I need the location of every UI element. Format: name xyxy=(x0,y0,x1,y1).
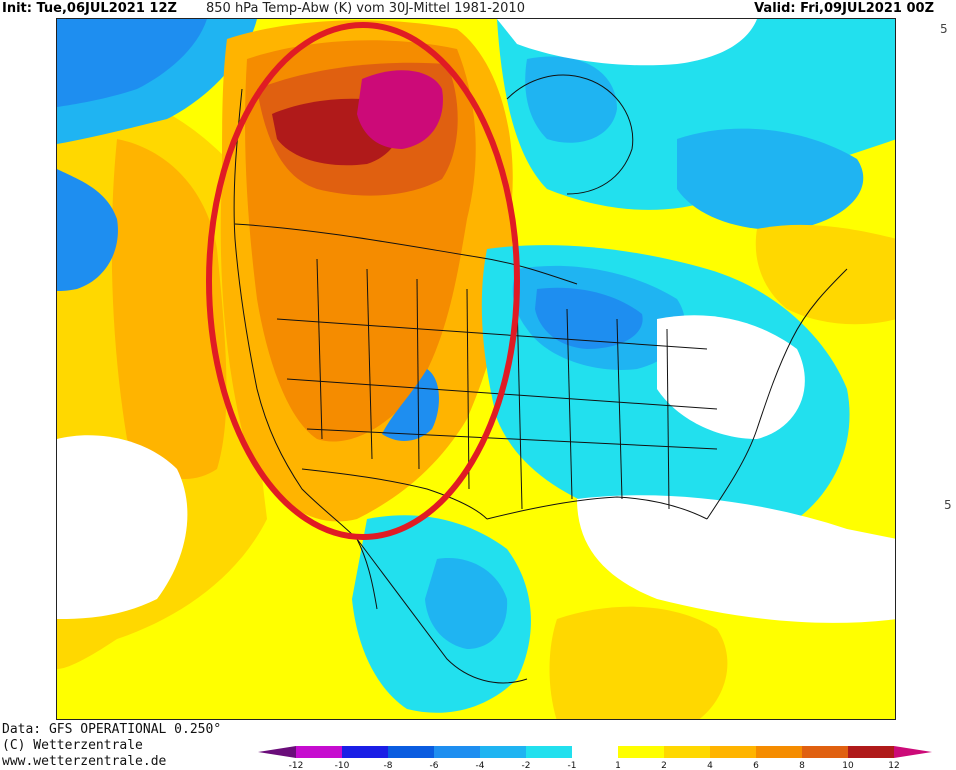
legend-tick-label: 10 xyxy=(842,761,854,770)
state-line-h3 xyxy=(306,428,718,450)
anomaly-field-pacific-cool-west xyxy=(57,169,118,291)
init-time: Init: Tue,06JUL2021 12Z xyxy=(2,1,177,16)
legend-tick-label: -8 xyxy=(384,761,393,770)
legend-tick-label: 2 xyxy=(661,761,667,770)
legend-arrow-high xyxy=(894,746,932,758)
legend-swatch-p8_p10 xyxy=(802,746,848,758)
state-line-4 xyxy=(466,288,470,490)
east-coastline xyxy=(706,268,848,520)
legend-tick-label: -4 xyxy=(476,761,485,770)
legend-tick-label: 4 xyxy=(707,761,713,770)
anomaly-field-near-normal-southeast xyxy=(577,495,895,623)
data-source-label: Data: GFS OPERATIONAL 0.250° xyxy=(2,722,222,737)
map-title: 850 hPa Temp-Abw (K) vom 30J-Mittel 1981… xyxy=(206,1,525,16)
legend-swatch-m2_m1 xyxy=(526,746,572,758)
legend-tick-label: -6 xyxy=(430,761,439,770)
map-canvas xyxy=(57,19,895,719)
anomaly-field-labrador-cool xyxy=(677,128,864,230)
legend-swatch-p2_p4 xyxy=(664,746,710,758)
hudson-bay-outline xyxy=(506,74,634,195)
legend-swatch-m4_m2 xyxy=(480,746,526,758)
legend-tick-label: 6 xyxy=(753,761,759,770)
state-line-2 xyxy=(366,268,373,460)
heat-dome-highlight-ellipse xyxy=(206,22,520,540)
edge-mark-2: 5 xyxy=(944,498,952,512)
anomaly-field-heat-dome-peak xyxy=(357,70,443,149)
legend-swatch-p6_p8 xyxy=(756,746,802,758)
us-mexico-border xyxy=(301,468,488,520)
state-line-5 xyxy=(516,298,523,510)
legend-swatch-p4_p6 xyxy=(710,746,756,758)
legend-tick-label: -12 xyxy=(289,761,304,770)
legend-swatch-m8_m6 xyxy=(388,746,434,758)
copyright-label: (C) Wetterzentrale xyxy=(2,738,143,753)
canada-us-border xyxy=(234,223,578,285)
anomaly-field-caribbean-warm xyxy=(549,606,728,719)
legend-swatch-p1_p2 xyxy=(618,746,664,758)
legend-tick-label: 12 xyxy=(888,761,899,770)
legend-swatch-m1_p1 xyxy=(572,746,618,758)
anomaly-field-rockies-cool-pocket xyxy=(382,369,439,441)
legend-tick-label: -2 xyxy=(522,761,531,770)
legend-swatch-m12_m10 xyxy=(296,746,342,758)
anomaly-field-hudson-bay-cool-inner xyxy=(525,56,617,143)
legend-tick-label: 8 xyxy=(799,761,805,770)
legend-tick-label: -10 xyxy=(335,761,350,770)
legend-tick-label: -1 xyxy=(568,761,577,770)
legend-swatch-m10_m8 xyxy=(342,746,388,758)
state-line-7 xyxy=(616,318,623,500)
anomaly-field-mexico-cool-inner xyxy=(425,558,508,649)
website-label: www.wetterzentrale.de xyxy=(2,754,167,769)
legend-arrow-low xyxy=(258,746,296,758)
valid-time: Valid: Fri,09JUL2021 00Z xyxy=(754,1,934,16)
anomaly-field-gulf-alaska-cool-inner xyxy=(57,19,207,107)
state-line-3 xyxy=(416,278,420,470)
legend-tick-label: 1 xyxy=(615,761,621,770)
anomaly-field-great-lakes-cool-core xyxy=(535,287,643,349)
temperature-anomaly-map xyxy=(56,18,896,720)
map-outlines xyxy=(233,74,848,684)
state-line-8 xyxy=(666,328,670,510)
gulf-coastline xyxy=(486,496,708,520)
state-line-6 xyxy=(566,308,573,500)
anomaly-field-atlantic-warm xyxy=(755,224,895,325)
anomaly-field-near-normal-east-coast xyxy=(657,315,805,439)
state-line-h1 xyxy=(276,318,708,350)
state-line-1 xyxy=(316,258,323,440)
legend-svg: -12 -10 -8 -6 -4 -2 -1 1 2 4 6 8 10 12 xyxy=(258,746,932,770)
anomaly-field-pacific-warm-inner xyxy=(111,139,227,479)
color-legend: -12 -10 -8 -6 -4 -2 -1 1 2 4 6 8 10 12 xyxy=(256,738,956,770)
legend-swatch-p10_p12 xyxy=(848,746,894,758)
edge-mark-1: 5 xyxy=(940,22,948,36)
anomaly-field-near-normal-north xyxy=(497,19,757,66)
anomaly-field-near-normal-pacific-southwest xyxy=(57,435,188,619)
legend-swatch-m6_m4 xyxy=(434,746,480,758)
map-header: Init: Tue,06JUL2021 12Z 850 hPa Temp-Abw… xyxy=(0,0,956,18)
mexico-coastline xyxy=(356,538,528,684)
